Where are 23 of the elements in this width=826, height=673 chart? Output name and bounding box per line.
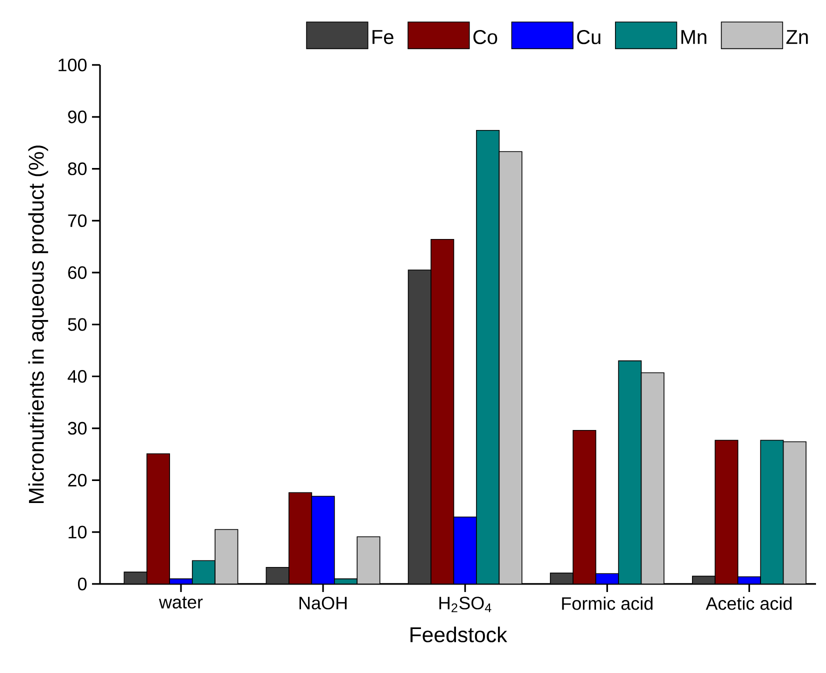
- y-tick-label: 10: [68, 526, 87, 538]
- y-tick-label: 50: [68, 318, 87, 331]
- x-axis-title: Feedstock: [410, 626, 508, 642]
- y-tick-label: 80: [68, 162, 87, 176]
- y-tick-label: 60: [68, 266, 87, 279]
- y-tick-label: 0: [78, 578, 87, 590]
- y-tick-label: 70: [68, 214, 87, 228]
- y-tick-label: 20: [68, 474, 87, 487]
- x-tick-label: Acetic acid: [706, 596, 792, 610]
- legend-label: Cu: [577, 30, 600, 44]
- legend-label: Mn: [681, 30, 706, 44]
- x-tick-label: NaOH: [300, 596, 347, 610]
- x-tick-label: H$_{2}$SO$_{4}$: [439, 596, 492, 612]
- y-axis-title: Micronutrients in aqueous product (%): [28, 146, 48, 503]
- legend-label: Co: [473, 30, 498, 44]
- y-tick-label: 100: [58, 58, 87, 72]
- legend-label: Zn: [786, 30, 808, 44]
- y-tick-label: 30: [68, 422, 87, 435]
- legend-label: Fe: [372, 30, 394, 44]
- x-tick-label: water: [158, 596, 203, 608]
- y-tick-label: 90: [68, 110, 87, 124]
- y-tick-label: 40: [68, 370, 87, 383]
- x-tick-label: Formic acid: [562, 596, 652, 610]
